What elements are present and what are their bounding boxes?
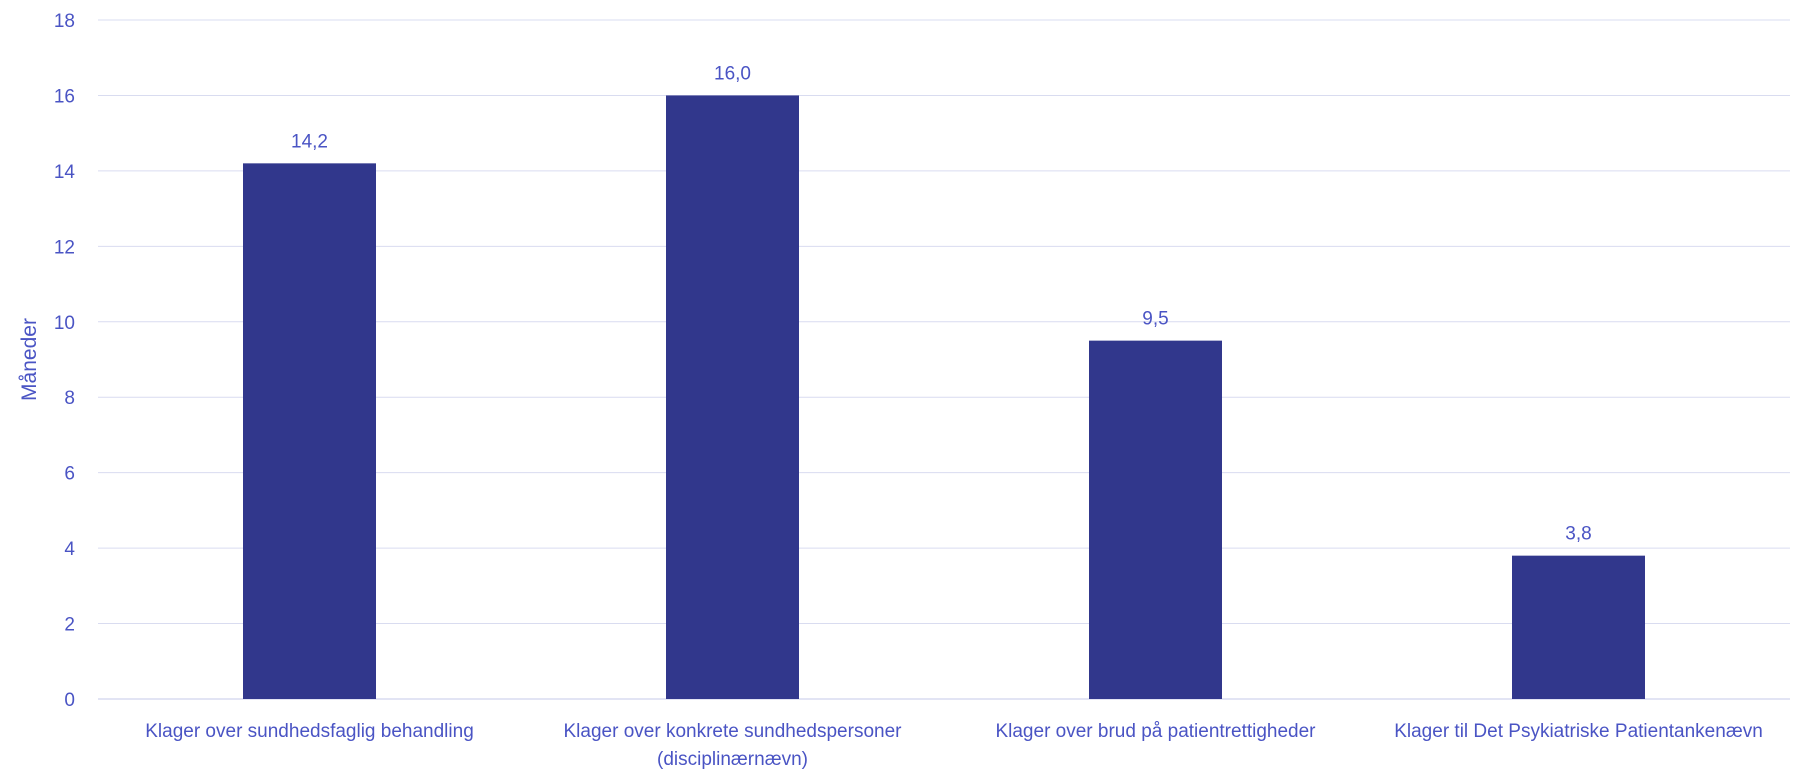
x-tick-label-line: Klager til Det Psykiatriske Patientanken… — [1394, 721, 1763, 742]
data-label: 9,5 — [1142, 309, 1168, 330]
bar — [1512, 555, 1645, 699]
gridlines — [98, 19, 1790, 700]
y-tick-label: 0 — [64, 690, 75, 711]
y-axis-ticks: 0 2 4 6 8 10 12 14 16 18 — [54, 11, 76, 711]
x-tick-label: Klager til Det Psykiatriske Patientanken… — [1394, 721, 1763, 742]
x-tick-label-line: Klager over brud på patientrettigheder — [995, 721, 1316, 742]
x-tick-label: Klager over konkrete sundhedspersoner (di… — [564, 721, 903, 770]
x-tick-label: Klager over sundhedsfaglig behandling — [145, 721, 474, 742]
x-tick-label-line: Klager over sundhedsfaglig behandling — [145, 721, 474, 742]
x-axis-ticks: Klager over sundhedsfaglig behandling Kla… — [145, 721, 1763, 770]
bar — [666, 95, 799, 699]
data-labels: 14,2 16,0 9,5 3,8 — [291, 63, 1592, 544]
y-tick-label: 8 — [64, 388, 75, 409]
bar — [1089, 340, 1222, 699]
y-tick-label: 16 — [54, 86, 75, 107]
y-tick-label: 18 — [54, 11, 75, 32]
x-tick-label: Klager over brud på patientrettigheder — [995, 721, 1316, 742]
bars — [243, 95, 1645, 699]
bar — [243, 163, 376, 699]
data-label: 14,2 — [291, 131, 328, 152]
y-tick-label: 12 — [54, 237, 75, 258]
y-axis-label: Måneder — [18, 318, 41, 401]
x-tick-label-line: Klager over konkrete sundhedspersoner — [564, 721, 903, 742]
y-tick-label: 10 — [54, 313, 75, 334]
y-tick-label: 2 — [64, 615, 75, 636]
y-tick-label: 14 — [54, 162, 76, 183]
data-label: 3,8 — [1565, 524, 1591, 545]
data-label: 16,0 — [714, 63, 751, 84]
x-tick-label-line: (disciplinærnævn) — [657, 749, 808, 770]
y-tick-label: 4 — [64, 539, 75, 560]
y-tick-label: 6 — [64, 464, 75, 485]
